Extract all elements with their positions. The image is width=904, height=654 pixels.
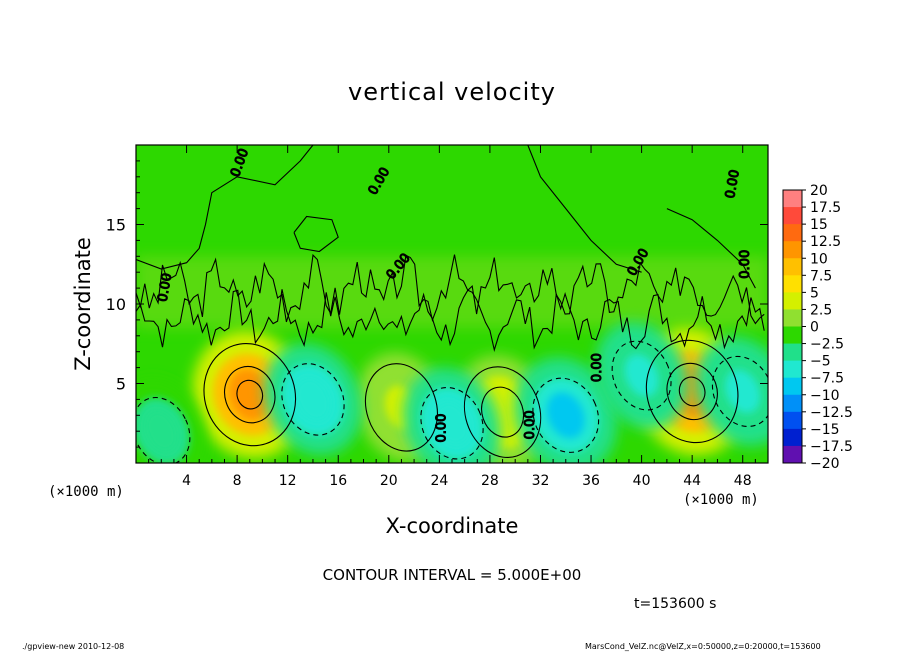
colorbar-label: 15 xyxy=(810,217,828,233)
contour-label: 0.00 xyxy=(590,353,605,382)
colorbar-label: −17.5 xyxy=(810,439,853,455)
x-tick-label: 8 xyxy=(233,473,242,489)
colorbar-cell xyxy=(783,258,802,276)
contour-downdraft-0 xyxy=(281,363,345,436)
field-downdraft-core xyxy=(294,377,331,422)
y-tick-label: 5 xyxy=(116,375,126,394)
x-unit-label-left: (×1000 m) xyxy=(48,484,124,500)
contour-downdraft-0 xyxy=(711,355,768,428)
colorbar-cell xyxy=(783,241,802,259)
contour-updraft-1 xyxy=(224,365,276,424)
field-updraft-core xyxy=(228,369,271,420)
chart-title: vertical velocity xyxy=(348,78,556,106)
x-tick-label: 40 xyxy=(633,473,651,489)
velocity-field-blobs xyxy=(136,256,768,463)
field-downdraft-core xyxy=(144,410,178,453)
x-tick-label: 12 xyxy=(279,473,297,489)
colorbar-label: 2.5 xyxy=(810,302,832,318)
contour-label: 0.00 xyxy=(156,272,176,303)
field-downdraft-core xyxy=(725,369,761,414)
footer-left: ./gpview-new 2010-12-08 xyxy=(22,642,125,651)
colorbar-label: −10 xyxy=(810,388,840,404)
colorbar-label: −5 xyxy=(810,354,831,370)
contour-label: 0.00 xyxy=(723,169,743,200)
x-axis-label: X-coordinate xyxy=(385,514,519,538)
colorbar-cell xyxy=(783,445,802,463)
colorbar-label: 0 xyxy=(810,320,819,336)
colorbar-label: −20 xyxy=(810,456,840,472)
contour-zero-lower xyxy=(136,289,765,353)
colorbar-label: 20 xyxy=(810,183,828,199)
x-tick-label: 48 xyxy=(734,473,752,489)
colorbar-cell xyxy=(783,428,802,447)
contour-updraft-1 xyxy=(666,362,718,421)
colorbar-label: 5 xyxy=(810,285,819,301)
colorbar-cell xyxy=(783,190,802,208)
colorbar-cell xyxy=(783,309,802,327)
plot-area: 0.000.000.000.00 0.000.000.000.000.00 0.00 xyxy=(136,145,768,463)
contour-updraft-0 xyxy=(203,342,297,447)
x-tick-label: 36 xyxy=(582,473,600,489)
colorbar-cell xyxy=(783,343,802,362)
y-tick-label: 15 xyxy=(106,216,126,235)
colorbar-cell xyxy=(783,292,802,310)
contour-downdraft-0 xyxy=(420,386,484,460)
contour-zero-upper xyxy=(136,253,765,325)
footer-right: MarsCond_VelZ.nc@VelZ,x=0:50000,z=0:2000… xyxy=(585,642,821,651)
colorbar-label: 7.5 xyxy=(810,268,832,284)
colorbar-label: −2.5 xyxy=(810,337,844,353)
contour-updraft-2 xyxy=(236,379,264,410)
contour-zero-top-mid xyxy=(527,145,642,273)
contour-updraft-0 xyxy=(364,363,438,452)
contour-zero-top-right xyxy=(666,208,756,289)
colorbar-cell xyxy=(783,224,802,242)
contour-updraft-0 xyxy=(463,366,542,459)
contour-updraft-1 xyxy=(481,386,525,438)
contour-label: 0.00 xyxy=(523,410,538,439)
field-downdraft-core xyxy=(624,354,659,397)
x-tick-label: 16 xyxy=(329,473,347,489)
y-axis-label: Z-coordinate xyxy=(71,237,95,371)
contour-updraft-0 xyxy=(645,339,739,444)
contour-zero-closed xyxy=(293,215,339,253)
colorbar-label: 12.5 xyxy=(810,234,841,250)
colorbar-label: −12.5 xyxy=(810,405,853,421)
colorbar-label: 10 xyxy=(810,251,828,267)
y-tick-label: 10 xyxy=(106,295,126,314)
colorbar-cell xyxy=(783,411,802,430)
colorbar-cell xyxy=(783,377,802,396)
contour-downdraft-0 xyxy=(532,377,600,453)
contour-label: 0.00 xyxy=(435,414,450,443)
field-downdraft-core xyxy=(433,401,471,446)
contour-label: 0.00 xyxy=(738,250,753,279)
x-tick-label: 32 xyxy=(532,473,550,489)
contour-updraft-2 xyxy=(678,376,706,407)
colorbar-label: −15 xyxy=(810,422,840,438)
colorbar-cell xyxy=(783,394,802,413)
x-unit-label-right: (×1000 m) xyxy=(683,492,759,508)
x-tick-label: 4 xyxy=(182,473,191,489)
colorbar-cell xyxy=(783,326,802,345)
x-tick-label: 20 xyxy=(380,473,398,489)
contour-zero-top-left xyxy=(136,145,314,270)
contour-interval: CONTOUR INTERVAL = 5.000E+00 xyxy=(322,566,582,584)
colorbar-label: −7.5 xyxy=(810,371,844,387)
x-tick-label: 28 xyxy=(481,473,499,489)
field-downdraft-core xyxy=(546,392,585,439)
x-tick-label: 24 xyxy=(430,473,448,489)
colorbar-cell xyxy=(783,207,802,225)
colorbar-cell xyxy=(783,275,802,293)
contour-downdraft-0 xyxy=(611,340,672,411)
time-label: t=153600 s xyxy=(634,596,717,612)
x-tick-label: 44 xyxy=(683,473,701,489)
colorbar-cell xyxy=(783,360,802,379)
colorbar-label: 17.5 xyxy=(810,200,841,216)
